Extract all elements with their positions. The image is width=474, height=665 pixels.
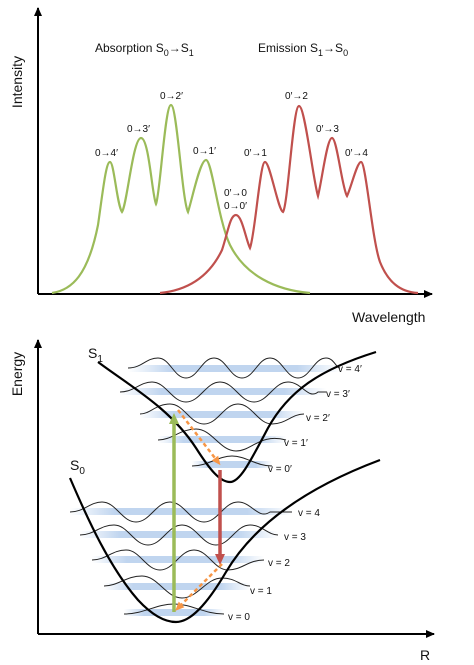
absorption-spectrum-curve	[51, 103, 311, 295]
absorption-peak-label: 0→2′	[160, 91, 183, 102]
s0-state-label: S0	[70, 457, 85, 477]
absorption-peak-label: 0→1′	[193, 146, 216, 157]
r-axis-label: R	[420, 647, 430, 663]
wavelength-axis-label: Wavelength	[352, 309, 425, 325]
s0-level-label: v = 3	[284, 532, 306, 543]
emission-peak-label: 0′→2	[285, 91, 308, 102]
zero-zero-label: 0′→0	[224, 188, 247, 199]
intensity-axis-label: Intensity	[9, 56, 25, 108]
zero-zero-label: 0→0′	[224, 201, 247, 212]
emission-peak-label: 0′→3	[316, 124, 339, 135]
s1-level-label: v = 2′	[306, 413, 330, 424]
emission-peak-label: 0′→4	[345, 148, 368, 159]
s0-level-label: v = 1	[250, 586, 272, 597]
s1-vibrational-levels	[119, 357, 341, 468]
s1-level-label: v = 3′	[326, 389, 350, 400]
emission-title: Emission S1→S0	[258, 41, 348, 58]
s0-level-label: v = 4	[298, 508, 320, 519]
absorption-peak-label: 0→4′	[95, 148, 118, 159]
emission-peak-label: 0′→1	[244, 148, 267, 159]
s0-vibrational-levels	[69, 501, 292, 616]
s1-potential-curve	[97, 350, 377, 484]
absorption-title: Absorption S0→S1	[95, 41, 194, 58]
energy-diagram-panel: Energy R	[9, 339, 435, 663]
excited-relaxation-arrow	[177, 409, 221, 466]
s1-level-label: v = 4′	[338, 364, 362, 375]
s1-level-label: v = 0′	[268, 464, 292, 475]
absorption-peak-label: 0→3′	[127, 124, 150, 135]
s0-level-label: v = 2	[268, 558, 290, 569]
s0-level-label: v = 0	[228, 612, 250, 623]
spectra-panel: Intensity Wavelength Absorption S0→S1 Em…	[9, 7, 433, 325]
emission-spectrum-curve	[159, 104, 419, 295]
ground-relaxation-arrow	[175, 563, 223, 611]
s1-state-label: S1	[88, 345, 103, 365]
s0-potential-curve	[68, 458, 381, 624]
energy-axis-label: Energy	[9, 352, 25, 396]
s1-level-label: v = 1′	[284, 438, 308, 449]
